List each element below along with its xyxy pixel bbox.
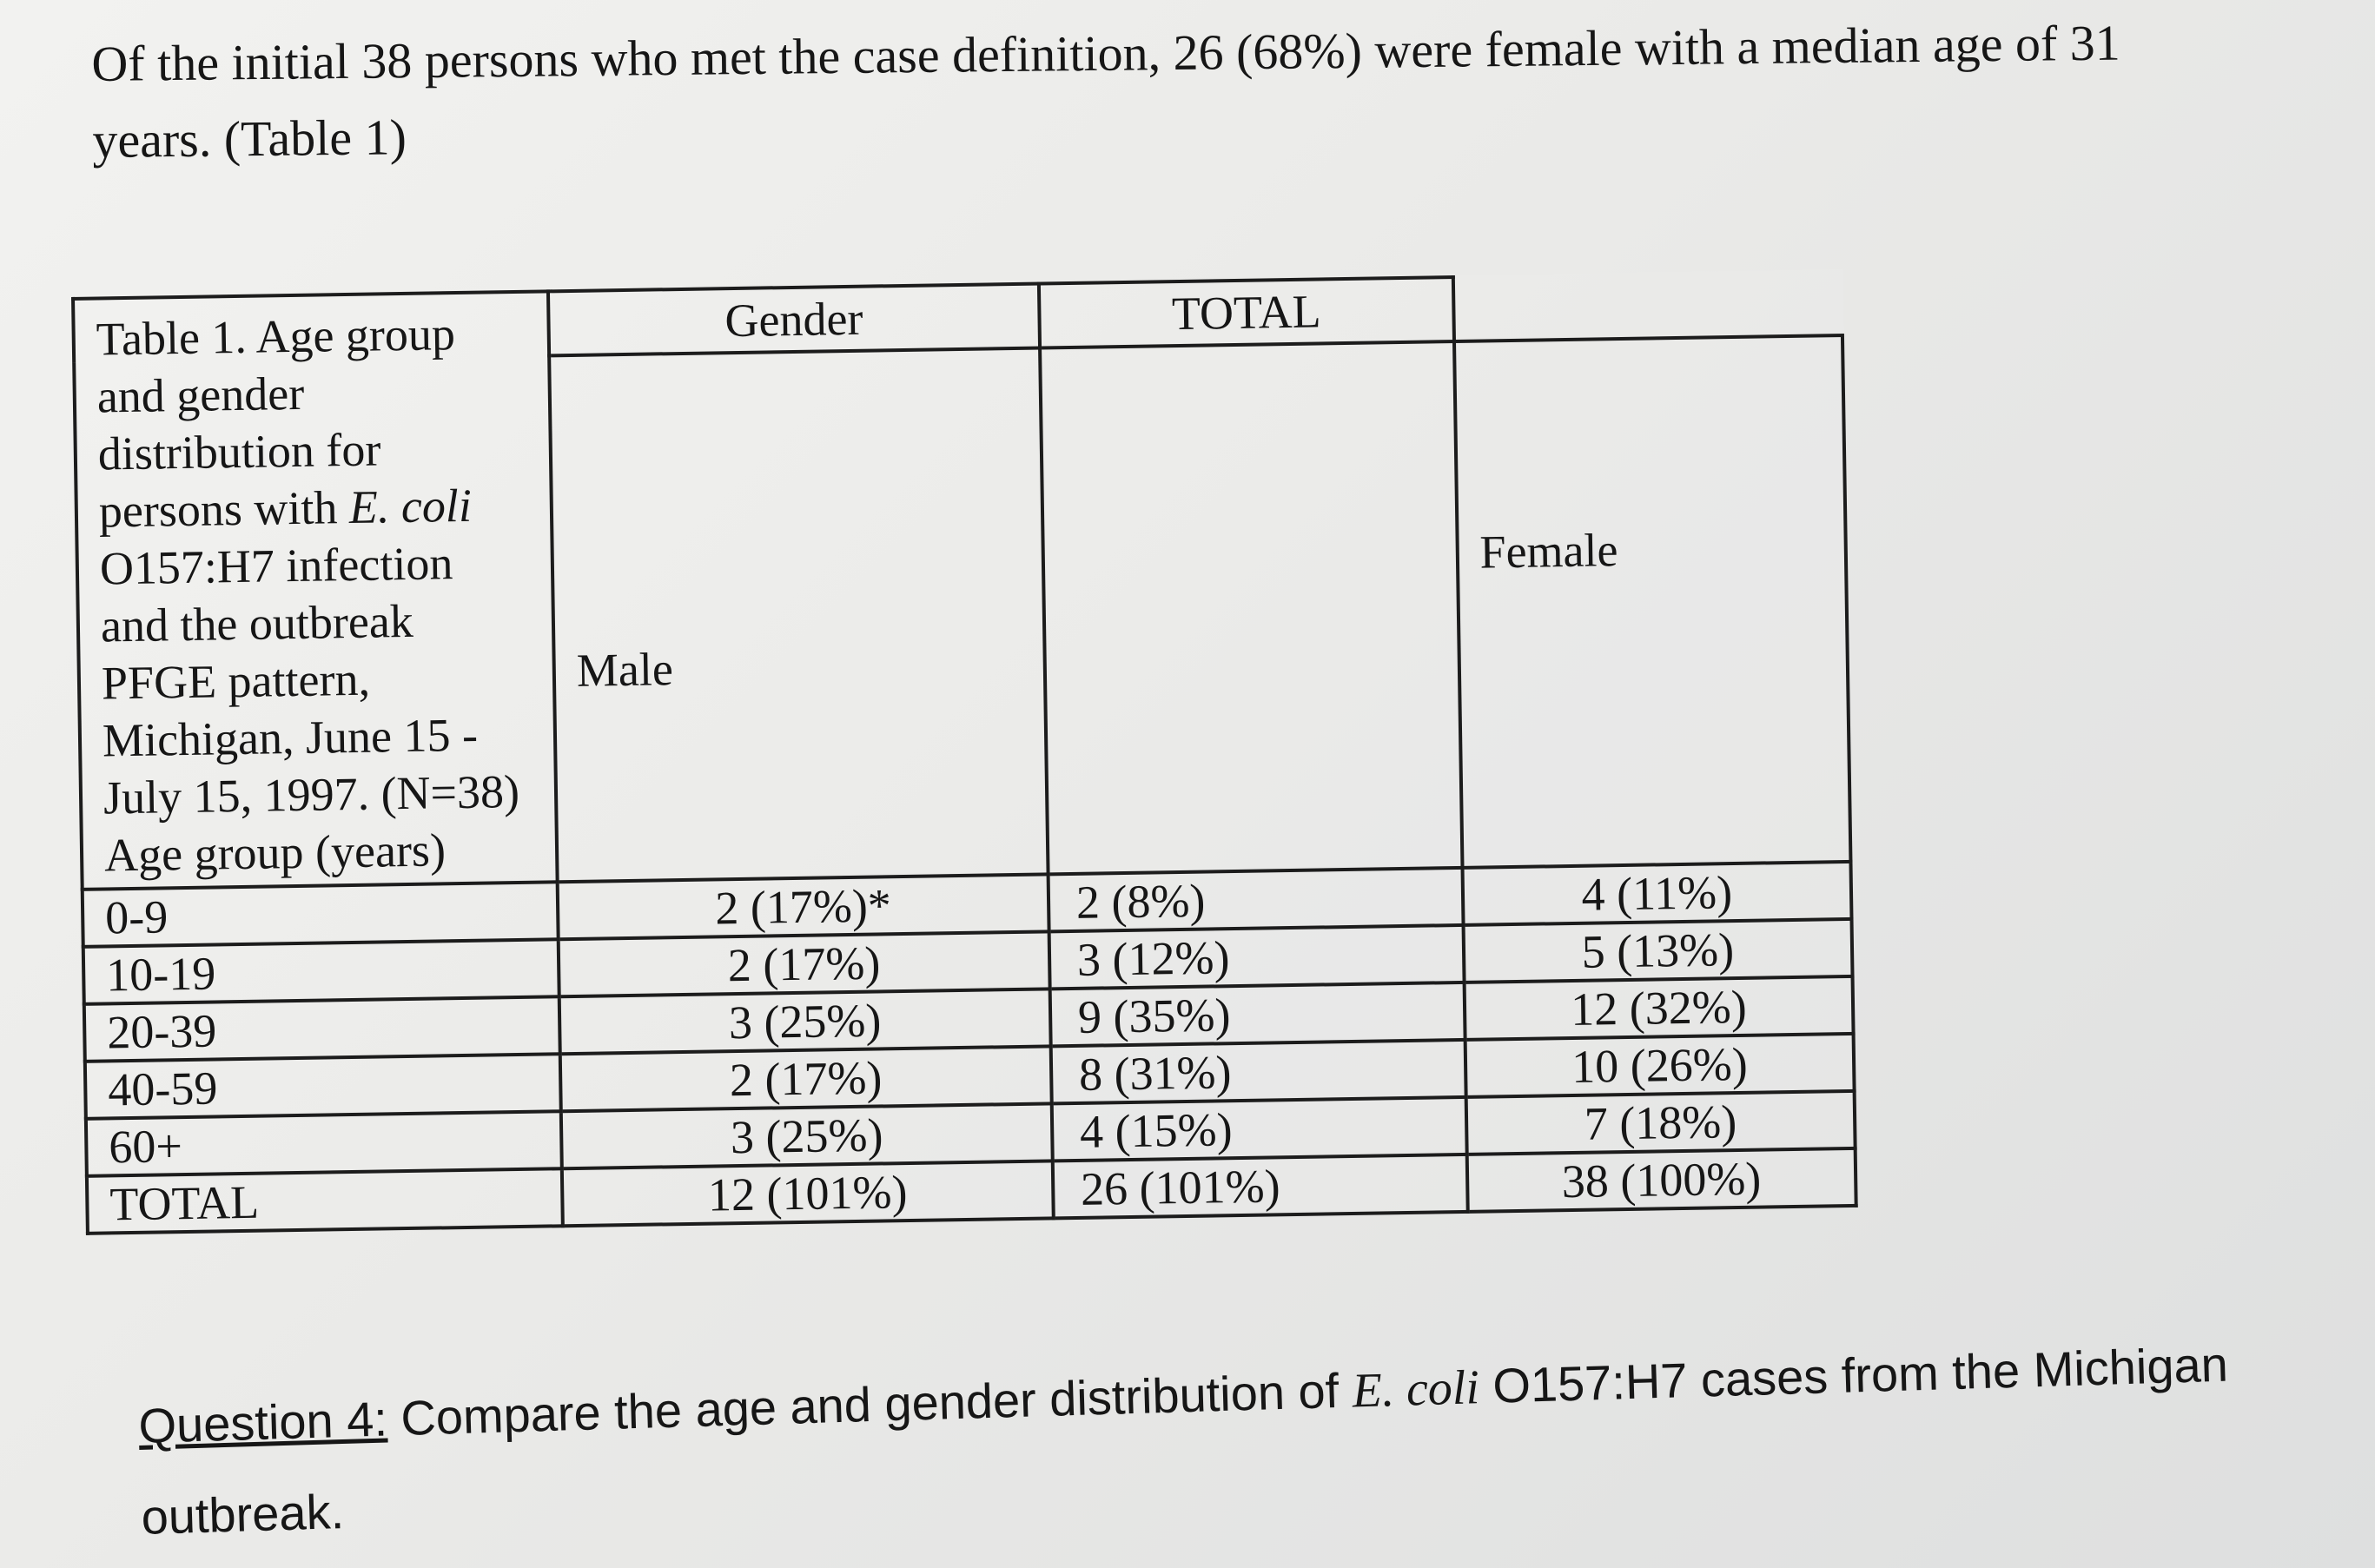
question-label: Question 4: xyxy=(137,1391,388,1453)
female-cell: 2 (8%) xyxy=(1048,867,1464,932)
intro-paragraph: Of the initial 38 persons who met the ca… xyxy=(91,3,2352,179)
male-cell: 2 (17%)* xyxy=(557,874,1049,940)
question-text-1: Compare the age and gender distribution … xyxy=(386,1362,1353,1446)
caption-italic-2: coli xyxy=(400,479,473,533)
total-cell: 38 (100%) xyxy=(1466,1148,1856,1212)
question-text-2: O157:H7 cases from the Michigan xyxy=(1478,1336,2229,1414)
female-cell: 3 (12%) xyxy=(1049,924,1465,989)
age-cell: 0-9 xyxy=(82,882,559,947)
total-cell: 5 (13%) xyxy=(1463,918,1853,982)
male-cell: 12 (101%) xyxy=(561,1161,1054,1227)
male-cell: 3 (25%) xyxy=(559,989,1051,1055)
age-gender-table: Table 1. Age group and gender distributi… xyxy=(71,268,1858,1235)
female-cell: 8 (31%) xyxy=(1050,1039,1466,1104)
female-cell: 4 (15%) xyxy=(1051,1096,1467,1161)
age-cell: 40-59 xyxy=(84,1054,561,1119)
header-blank xyxy=(1452,270,1842,342)
age-cell: 10-19 xyxy=(83,939,559,1004)
male-cell: 2 (17%) xyxy=(558,931,1050,997)
header-female: Female xyxy=(1453,334,1851,868)
question-species: E. coli xyxy=(1351,1360,1480,1419)
female-cell: 26 (101%) xyxy=(1052,1154,1468,1219)
female-cell: 9 (35%) xyxy=(1049,982,1465,1047)
caption-text-2: O157:H7 infection and the outbreak PFGE … xyxy=(99,537,520,882)
total-cell: 10 (26%) xyxy=(1465,1033,1855,1097)
question-block: Question 4: Compare the age and gender d… xyxy=(137,1315,2357,1563)
age-cell: TOTAL xyxy=(86,1168,563,1234)
total-cell: 12 (32%) xyxy=(1464,976,1854,1040)
total-cell: 7 (18%) xyxy=(1465,1090,1856,1154)
age-cell: 60+ xyxy=(85,1111,562,1176)
header-blank-female-col xyxy=(1039,341,1463,875)
header-total: TOTAL xyxy=(1038,277,1454,348)
total-cell: 4 (11%) xyxy=(1462,861,1852,925)
header-male: Male xyxy=(549,347,1049,883)
header-gender: Gender xyxy=(547,283,1040,356)
caption-italic-1: E. xyxy=(348,480,390,534)
table-caption: Table 1. Age group and gender distributi… xyxy=(73,291,558,890)
male-cell: 2 (17%) xyxy=(559,1046,1052,1112)
male-cell: 3 (25%) xyxy=(560,1103,1053,1169)
age-cell: 20-39 xyxy=(83,996,560,1062)
